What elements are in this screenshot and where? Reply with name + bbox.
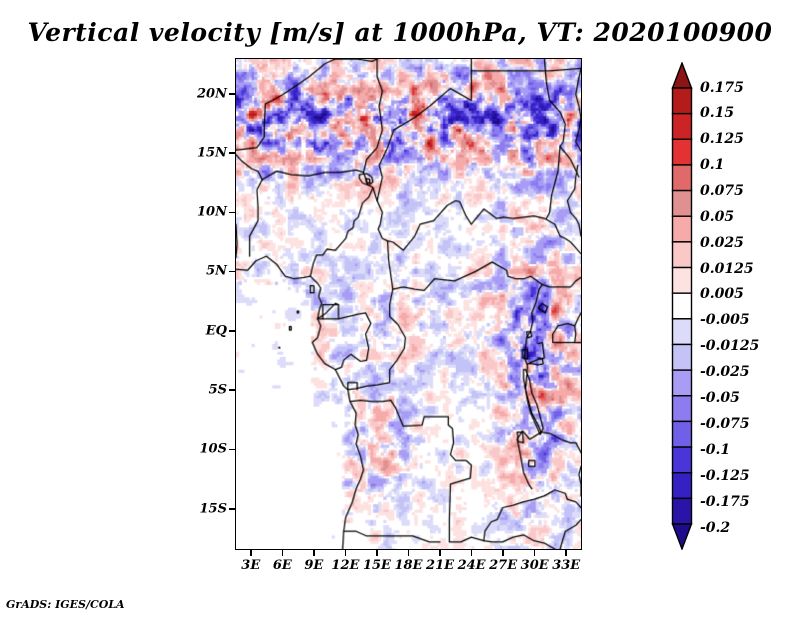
colorbar[interactable] bbox=[671, 62, 693, 550]
colorbar-extend-min-arrow bbox=[671, 523, 693, 550]
colorbar-segment bbox=[671, 189, 693, 217]
latitude-tick-label-15N: 15N bbox=[197, 145, 227, 161]
latitude-tick-mark bbox=[229, 211, 235, 214]
colorbar-segment bbox=[671, 343, 693, 371]
longitude-tick-mark bbox=[376, 550, 378, 556]
latitude-tick-label-5S: 5S bbox=[208, 382, 227, 398]
colorbar-segment bbox=[671, 318, 693, 346]
latitude-tick-label-EQ: EQ bbox=[205, 323, 227, 339]
colorbar-value-label: -0.2 bbox=[700, 520, 731, 536]
colorbar-value-label: 0.05 bbox=[700, 209, 735, 225]
latitude-tick-label-15S: 15S bbox=[199, 501, 227, 516]
colorbar-segment bbox=[671, 215, 693, 243]
longitude-tick-label-9E: 9E bbox=[304, 558, 324, 573]
longitude-tick-label-21E: 21E bbox=[426, 558, 455, 573]
colorbar-segment bbox=[671, 292, 693, 320]
vertical-velocity-field bbox=[236, 59, 581, 549]
footer-credit: GrADS: IGES/COLA bbox=[6, 598, 125, 611]
colorbar-value-label: -0.1 bbox=[700, 442, 731, 458]
latitude-tick-mark bbox=[229, 270, 235, 273]
colorbar-value-label: -0.05 bbox=[700, 390, 740, 406]
colorbar-segment bbox=[671, 472, 693, 500]
longitude-tick-label-12E: 12E bbox=[331, 558, 360, 573]
latitude-tick-mark bbox=[229, 93, 235, 95]
latitude-tick-mark bbox=[229, 448, 235, 451]
longitude-tick-label-6E: 6E bbox=[272, 558, 292, 573]
colorbar-value-label: 0.0125 bbox=[700, 261, 754, 277]
latitude-tick-label-10S: 10S bbox=[199, 441, 227, 457]
colorbar-value-label: 0.025 bbox=[700, 235, 744, 251]
longitude-tick-label-30E: 30E bbox=[520, 558, 549, 573]
colorbar-value-label: -0.005 bbox=[700, 312, 750, 328]
colorbar-value-label: -0.0125 bbox=[700, 338, 760, 354]
longitude-tick-mark bbox=[565, 550, 567, 556]
page-title: Vertical velocity [m/s] at 1000hPa, VT: … bbox=[27, 18, 773, 47]
longitude-tick-label-33E: 33E bbox=[552, 558, 581, 573]
longitude-tick-label-27E: 27E bbox=[489, 558, 518, 573]
latitude-tick-label-5N: 5N bbox=[206, 263, 227, 279]
colorbar-segment bbox=[671, 266, 693, 294]
colorbar-value-label: -0.025 bbox=[700, 364, 750, 380]
latitude-tick-label-20N: 20N bbox=[197, 86, 227, 102]
longitude-tick-mark bbox=[313, 550, 315, 556]
colorbar-segment bbox=[671, 138, 693, 166]
latitude-tick-mark bbox=[229, 330, 235, 332]
longitude-tick-mark bbox=[533, 550, 536, 556]
latitude-tick-mark bbox=[229, 508, 235, 510]
colorbar-value-label: -0.125 bbox=[700, 468, 750, 484]
colorbar-segment bbox=[671, 369, 693, 397]
colorbar-value-label: 0.075 bbox=[700, 183, 744, 199]
longitude-tick-mark bbox=[470, 550, 473, 556]
colorbar-value-label: 0.175 bbox=[700, 80, 744, 96]
colorbar-segment bbox=[671, 241, 693, 269]
colorbar-segment bbox=[671, 420, 693, 448]
map-plot-area[interactable] bbox=[235, 58, 582, 550]
colorbar-segment bbox=[671, 446, 693, 474]
colorbar-segment bbox=[671, 497, 693, 525]
longitude-tick-mark bbox=[344, 550, 347, 556]
colorbar-segment bbox=[671, 87, 693, 115]
colorbar-value-label: -0.175 bbox=[700, 494, 750, 510]
longitude-tick-label-24E: 24E bbox=[457, 558, 486, 573]
latitude-tick-mark bbox=[229, 152, 235, 154]
colorbar-segment bbox=[671, 395, 693, 423]
longitude-tick-mark bbox=[250, 550, 252, 556]
colorbar-segment bbox=[671, 164, 693, 192]
colorbar-value-label: 0.15 bbox=[700, 105, 735, 121]
longitude-tick-label-18E: 18E bbox=[394, 558, 423, 573]
latitude-tick-label-10N: 10N bbox=[197, 204, 227, 220]
latitude-tick-mark bbox=[229, 389, 235, 391]
longitude-tick-mark bbox=[439, 550, 441, 556]
colorbar-value-label: 0.125 bbox=[700, 131, 744, 147]
longitude-tick-label-15E: 15E bbox=[362, 558, 391, 573]
colorbar-value-label: 0.1 bbox=[700, 157, 725, 173]
longitude-tick-mark bbox=[281, 550, 284, 556]
longitude-tick-label-3E: 3E bbox=[241, 558, 261, 573]
longitude-tick-mark bbox=[502, 550, 504, 556]
colorbar-value-label: -0.075 bbox=[700, 416, 750, 432]
longitude-tick-mark bbox=[407, 550, 410, 556]
colorbar-extend-max-arrow bbox=[671, 62, 693, 89]
colorbar-segment bbox=[671, 112, 693, 140]
colorbar-value-label: 0.005 bbox=[700, 286, 744, 302]
